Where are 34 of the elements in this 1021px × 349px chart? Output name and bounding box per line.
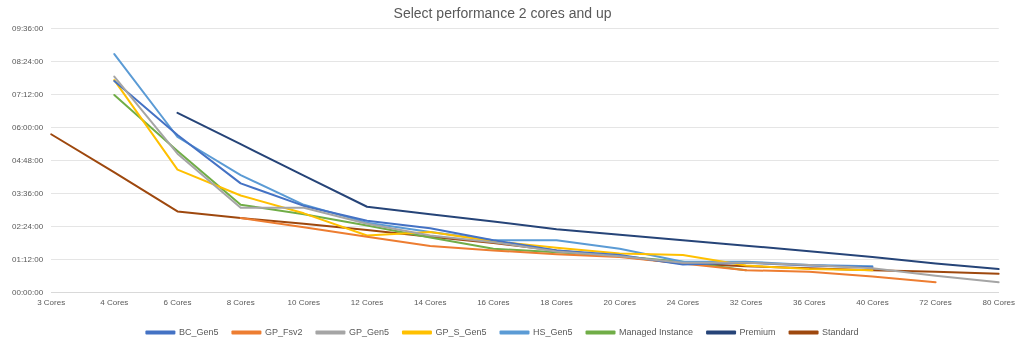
legend-label: HS_Gen5 <box>532 326 573 337</box>
legend-label: Standard <box>822 326 859 337</box>
x-tick-label: 14 Cores <box>413 298 447 308</box>
legend-label: Premium <box>739 326 776 337</box>
chart-title: Select performance 2 cores and up <box>393 5 612 22</box>
y-tick-label: 09:36:00 <box>12 24 44 33</box>
legend-label: Managed Instance <box>619 326 694 337</box>
y-tick-label: 03:36:00 <box>12 188 44 198</box>
y-tick-label: 01:12:00 <box>12 254 44 264</box>
legend-label: BC_Gen5 <box>178 326 219 337</box>
x-tick-label: 72 Cores <box>919 298 952 308</box>
y-tick-label: 06:00:00 <box>12 122 44 132</box>
x-tick-label: 10 Cores <box>287 298 321 308</box>
legend-label: GP_Fsv2 <box>264 326 303 337</box>
x-tick-label: 8 Cores <box>226 298 255 308</box>
y-tick-label: 04:48:00 <box>12 155 44 165</box>
x-tick-label: 3 Cores <box>37 298 66 308</box>
x-tick-label: 12 Cores <box>350 298 384 308</box>
x-tick-label: 20 Cores <box>603 298 636 308</box>
x-tick-label: 24 Cores <box>666 298 700 308</box>
y-tick-label: 00:00:00 <box>12 287 44 297</box>
x-tick-label: 18 Cores <box>540 298 573 308</box>
y-tick-label: 08:24:00 <box>12 56 44 66</box>
x-tick-label: 32 Cores <box>729 298 763 308</box>
x-tick-label: 40 Cores <box>856 298 889 308</box>
legend-label: GP_Gen5 <box>348 326 389 337</box>
x-tick-label: 80 Cores <box>982 298 1015 308</box>
x-tick-label: 4 Cores <box>100 298 129 308</box>
x-tick-label: 16 Cores <box>477 298 510 308</box>
x-tick-label: 36 Cores <box>793 298 826 308</box>
x-tick-label: 6 Cores <box>163 298 192 308</box>
legend-label: GP_S_Gen5 <box>435 326 487 337</box>
y-tick-label: 07:12:00 <box>12 89 44 99</box>
y-tick-label: 02:24:00 <box>12 221 44 231</box>
